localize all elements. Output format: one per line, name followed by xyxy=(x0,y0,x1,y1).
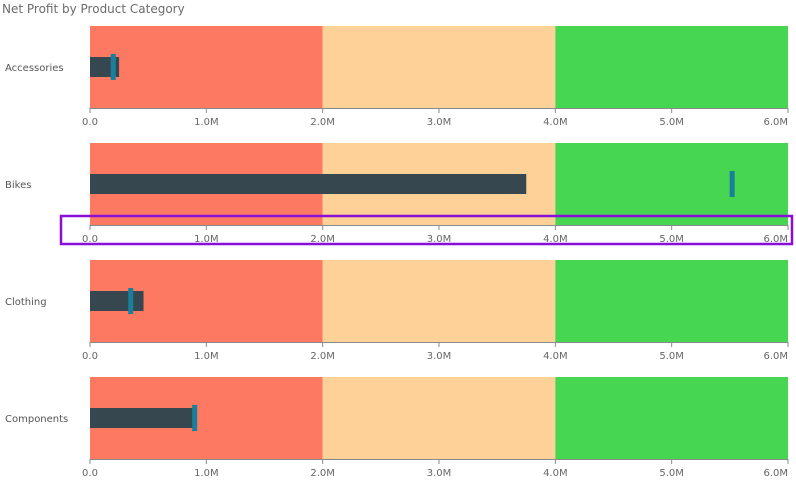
category-label: Accessories xyxy=(5,63,64,74)
tick-label: 5.0M xyxy=(659,351,684,362)
tick-label: 4.0M xyxy=(543,117,568,128)
tick-label: 3.0M xyxy=(427,234,452,245)
range-band-2 xyxy=(322,260,556,342)
tick-label: 4.0M xyxy=(543,234,568,245)
range-band-3 xyxy=(555,143,788,225)
target-marker xyxy=(128,288,134,314)
value-bar xyxy=(90,291,144,311)
category-label: Components xyxy=(5,414,68,425)
target-marker xyxy=(729,171,735,197)
category-label: Clothing xyxy=(5,297,47,308)
tick-label: 0.0 xyxy=(82,234,98,245)
tick-label: 5.0M xyxy=(659,468,684,479)
tick-label: 6.0M xyxy=(763,117,788,128)
tick-label: 6.0M xyxy=(763,234,788,245)
highlight-box xyxy=(59,214,794,246)
target-marker xyxy=(110,54,116,80)
tick-label: 4.0M xyxy=(543,468,568,479)
tick-label: 0.0 xyxy=(82,117,98,128)
tick-label: 1.0M xyxy=(194,234,219,245)
tick-label: 2.0M xyxy=(310,468,335,479)
tick-label: 3.0M xyxy=(427,351,452,362)
tick-label: 2.0M xyxy=(310,234,335,245)
tick-label: 1.0M xyxy=(194,351,219,362)
range-band-3 xyxy=(555,377,788,459)
tick-label: 2.0M xyxy=(310,117,335,128)
tick-label: 0.0 xyxy=(82,351,98,362)
tick-label: 6.0M xyxy=(763,468,788,479)
value-bar xyxy=(90,174,527,194)
tick-label: 4.0M xyxy=(543,351,568,362)
category-label: Bikes xyxy=(5,180,31,191)
tick-label: 3.0M xyxy=(427,468,452,479)
tick-label: 1.0M xyxy=(194,468,219,479)
value-bar xyxy=(90,408,194,428)
tick-label: 1.0M xyxy=(194,117,219,128)
tick-label: 0.0 xyxy=(82,468,98,479)
range-band-2 xyxy=(322,377,556,459)
tick-label: 2.0M xyxy=(310,351,335,362)
chart-title: Net Profit by Product Category xyxy=(2,2,185,16)
tick-label: 6.0M xyxy=(763,351,788,362)
tick-label: 5.0M xyxy=(659,234,684,245)
range-band-2 xyxy=(322,26,556,108)
range-band-3 xyxy=(555,260,788,342)
target-marker xyxy=(192,405,198,431)
tick-label: 5.0M xyxy=(659,117,684,128)
tick-label: 3.0M xyxy=(427,117,452,128)
range-band-1 xyxy=(90,26,323,108)
range-band-3 xyxy=(555,26,788,108)
